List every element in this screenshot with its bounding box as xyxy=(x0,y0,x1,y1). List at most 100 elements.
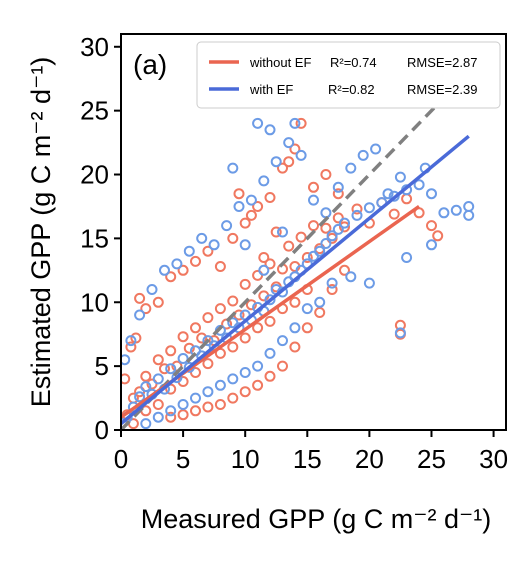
data-point xyxy=(258,175,270,187)
data-point xyxy=(264,124,276,136)
data-point xyxy=(202,245,214,257)
y-tick-label: 30 xyxy=(80,32,109,62)
data-point xyxy=(289,296,301,308)
data-point xyxy=(363,277,375,289)
data-point xyxy=(227,232,239,244)
data-point xyxy=(177,264,189,276)
data-point xyxy=(214,303,226,315)
data-point xyxy=(252,117,264,129)
ticks-layer: 0 5 10 15 20 25 30 0 5 10 15 20 25 30 xyxy=(80,32,508,474)
data-point xyxy=(152,373,164,385)
data-point xyxy=(351,209,363,221)
data-point xyxy=(227,373,239,385)
data-point xyxy=(314,307,326,318)
data-point xyxy=(413,179,425,191)
data-point xyxy=(252,360,264,372)
data-point xyxy=(239,332,251,344)
data-point xyxy=(426,188,437,200)
data-point xyxy=(190,255,201,267)
data-point xyxy=(134,391,146,403)
data-point xyxy=(134,309,146,321)
data-point xyxy=(177,399,189,410)
data-point xyxy=(252,379,264,391)
data-point xyxy=(320,207,332,219)
data-point xyxy=(308,220,319,232)
data-point xyxy=(214,399,226,410)
data-point xyxy=(432,230,444,242)
data-point xyxy=(165,271,177,283)
data-point xyxy=(190,322,201,334)
x-tick-label: 5 xyxy=(176,444,190,474)
data-point xyxy=(252,322,264,334)
data-point xyxy=(394,171,406,183)
data-point xyxy=(289,322,301,334)
data-point xyxy=(326,277,338,289)
data-point xyxy=(301,252,313,263)
data-point xyxy=(264,294,276,306)
data-point xyxy=(283,137,295,149)
data-point xyxy=(345,271,357,283)
data-point xyxy=(125,341,137,353)
data-point xyxy=(295,231,307,243)
data-point xyxy=(245,194,257,206)
data-point xyxy=(165,345,177,357)
data-point xyxy=(332,181,344,193)
data-point xyxy=(339,217,350,229)
data-point xyxy=(426,220,437,232)
data-point xyxy=(345,162,357,174)
plot-frame xyxy=(120,33,507,431)
data-point xyxy=(221,220,233,232)
data-point xyxy=(277,360,288,372)
data-point xyxy=(426,239,437,251)
y-tick-label: 10 xyxy=(80,287,109,317)
data-point xyxy=(289,341,301,353)
data-point xyxy=(264,347,276,359)
data-point xyxy=(245,299,257,311)
legend-series-name: with EF xyxy=(249,82,293,97)
data-point xyxy=(202,401,214,413)
data-point xyxy=(140,370,152,382)
data-point xyxy=(277,162,288,174)
data-point xyxy=(183,342,195,354)
data-point xyxy=(152,354,164,366)
x-axis-label: Measured GPP (g C m⁻² d⁻¹) xyxy=(141,504,492,534)
data-point xyxy=(190,405,201,417)
x-tick-label: 0 xyxy=(114,444,128,474)
legend-series-name: without EF xyxy=(249,55,311,70)
data-point xyxy=(140,303,152,315)
x-tick-label: 20 xyxy=(355,444,384,474)
data-point xyxy=(438,207,450,219)
legend-r2: R²=0.74 xyxy=(330,55,377,70)
data-point xyxy=(450,204,462,216)
data-point xyxy=(388,208,400,220)
data-point xyxy=(227,392,239,404)
data-point xyxy=(239,278,251,290)
data-point xyxy=(140,418,152,430)
data-point xyxy=(196,232,208,244)
data-point xyxy=(165,363,177,375)
data-point xyxy=(283,156,295,168)
data-point xyxy=(332,223,344,235)
data-point xyxy=(258,252,270,263)
data-point xyxy=(308,194,319,206)
data-point xyxy=(171,258,183,270)
data-point xyxy=(140,381,152,393)
data-point xyxy=(277,226,288,238)
panel-label: (a) xyxy=(133,49,167,80)
data-point xyxy=(320,169,332,180)
data-point xyxy=(227,162,239,174)
y-axis-label: Estimated GPP (g C m⁻² d⁻¹) xyxy=(26,57,56,408)
data-point xyxy=(152,296,164,308)
data-point xyxy=(394,327,406,339)
data-point xyxy=(183,245,195,257)
data-point xyxy=(152,399,164,410)
legend-r2: R²=0.82 xyxy=(328,82,375,97)
lines-layer xyxy=(121,103,470,430)
legend-rmse: RMSE=2.87 xyxy=(407,55,477,70)
data-point xyxy=(190,392,201,404)
data-point xyxy=(401,252,413,263)
fit-line-with-ef xyxy=(121,134,470,425)
data-point xyxy=(401,193,413,205)
x-tick-label: 15 xyxy=(293,444,322,474)
